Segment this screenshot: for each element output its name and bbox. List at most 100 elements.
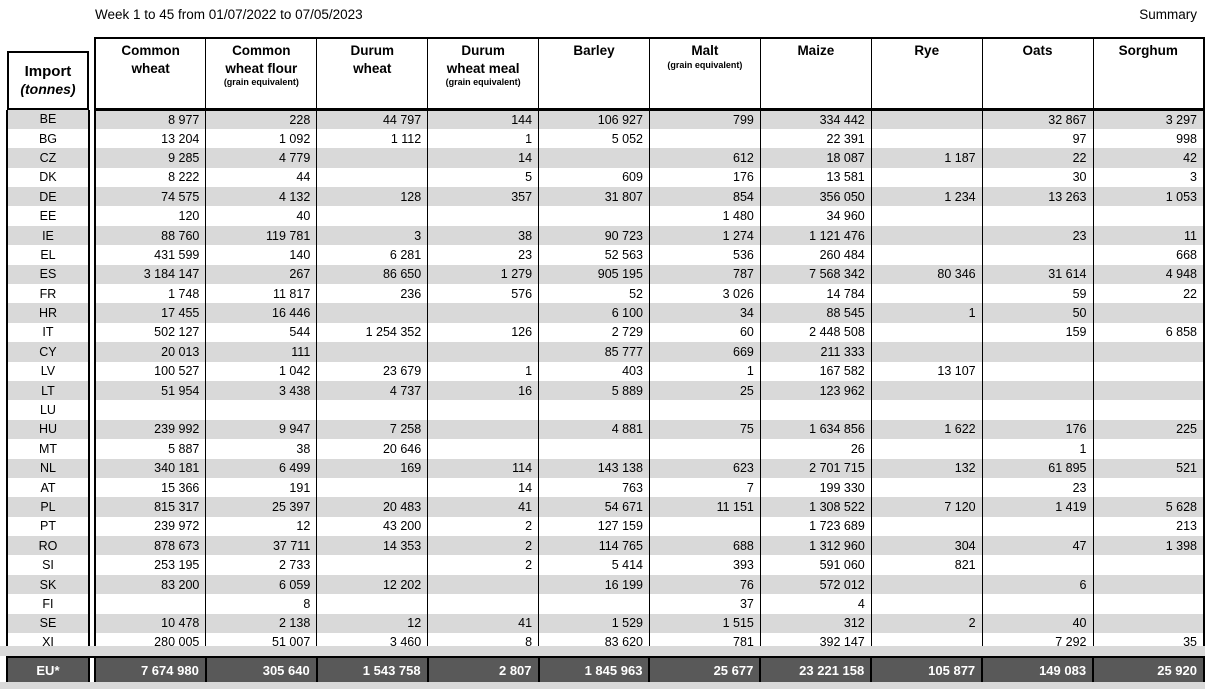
- table-row: SE 10 478 2 138 12 41 1 529 1 515 312 2 40: [6, 613, 1205, 634]
- value-cell: [981, 361, 1094, 381]
- row-gap: [88, 380, 95, 401]
- table-row: AT 15 366 191 14 763 7 199 330 23: [6, 477, 1205, 498]
- value-cell: 26: [759, 439, 872, 459]
- value-cell: 16 199: [538, 574, 650, 595]
- country-code: HR: [6, 303, 90, 323]
- import-title: Import: [24, 63, 72, 81]
- value-cell: 83 200: [93, 574, 207, 595]
- value-cell: 76: [648, 574, 761, 595]
- value-cell: [1092, 555, 1205, 575]
- value-cell: 2: [427, 555, 540, 575]
- value-cell: 9 947: [205, 419, 318, 440]
- value-cell: 1 748: [93, 284, 207, 304]
- value-cell: 1 308 522: [759, 497, 872, 517]
- column-label: Rye: [914, 43, 940, 58]
- row-gap: [88, 419, 95, 440]
- value-cell: 2: [870, 613, 983, 634]
- value-cell: [870, 594, 983, 614]
- value-cell: 4 132: [205, 187, 318, 207]
- value-cell: 1 187: [870, 148, 983, 168]
- value-cell: 787: [648, 264, 761, 285]
- country-code: FR: [6, 284, 90, 304]
- row-gap: [88, 361, 95, 381]
- value-cell: 267: [205, 264, 318, 285]
- table-row: FI 8 37 4: [6, 594, 1205, 614]
- value-cell: 23: [427, 245, 540, 265]
- value-cell: 40: [981, 613, 1094, 634]
- value-cell: [870, 167, 983, 188]
- value-cell: [981, 594, 1094, 614]
- value-cell: 854: [648, 187, 761, 207]
- value-cell: 16: [427, 380, 540, 401]
- column-note: (grain equivalent): [667, 59, 743, 70]
- value-cell: 47: [981, 536, 1094, 556]
- value-cell: 2 733: [205, 555, 318, 575]
- country-code: ES: [6, 264, 90, 285]
- value-cell: [316, 303, 429, 323]
- value-cell: 41: [427, 497, 540, 517]
- value-cell: 1: [870, 303, 983, 323]
- column-header: Maize: [759, 37, 872, 111]
- value-cell: 7 120: [870, 497, 983, 517]
- value-cell: 106 927: [538, 109, 650, 129]
- value-cell: 878 673: [93, 536, 207, 556]
- value-cell: 22: [981, 148, 1094, 168]
- value-cell: [316, 342, 429, 362]
- value-cell: 13 263: [981, 187, 1094, 207]
- value-cell: 544: [205, 322, 318, 343]
- value-cell: 20 483: [316, 497, 429, 517]
- column-note: (grain equivalent): [445, 77, 521, 88]
- value-cell: 356 050: [759, 187, 872, 207]
- value-cell: [205, 400, 318, 420]
- value-cell: 111: [205, 342, 318, 362]
- value-cell: [427, 419, 540, 440]
- value-cell: 357: [427, 187, 540, 207]
- import-tonnes-box: Import (tonnes): [7, 50, 89, 110]
- value-cell: 20 646: [316, 439, 429, 459]
- value-cell: 6 100: [538, 303, 650, 323]
- value-cell: [316, 477, 429, 498]
- country-code: IT: [6, 322, 90, 343]
- value-cell: 6 858: [1092, 322, 1205, 343]
- value-cell: 1: [427, 361, 540, 381]
- value-cell: 1: [648, 361, 761, 381]
- table-row: LU: [6, 400, 1205, 420]
- value-cell: [981, 400, 1094, 420]
- value-cell: 2 138: [205, 613, 318, 634]
- table-row: PL 815 317 25 397 20 483 41 54 671 11 151 1 308…: [6, 497, 1205, 517]
- value-cell: 44: [205, 167, 318, 188]
- country-code: BE: [6, 109, 90, 129]
- value-cell: [981, 516, 1094, 537]
- value-cell: 393: [648, 555, 761, 575]
- value-cell: 253 195: [93, 555, 207, 575]
- column-label: Sorghum: [1118, 43, 1178, 58]
- value-cell: 312: [759, 613, 872, 634]
- country-code: CZ: [6, 148, 90, 168]
- value-cell: [870, 284, 983, 304]
- value-cell: 80 346: [870, 264, 983, 285]
- value-cell: [538, 148, 650, 168]
- column-header: Durum wheat meal (grain equivalent): [427, 37, 540, 111]
- table-row: ES 3 184 147 267 86 650 1 279 905 195 787 7 568…: [6, 264, 1205, 285]
- value-cell: 821: [870, 555, 983, 575]
- column-header: Oats: [981, 37, 1094, 111]
- value-cell: 42: [1092, 148, 1205, 168]
- column-header: Common wheat: [93, 37, 207, 111]
- column-label: Durum wheat: [350, 43, 394, 76]
- country-code: MT: [6, 439, 90, 459]
- value-cell: 11 817: [205, 284, 318, 304]
- value-cell: [648, 516, 761, 537]
- total-value-cell: 25 920: [1092, 656, 1205, 684]
- value-cell: 5 414: [538, 555, 650, 575]
- value-cell: 1 234: [870, 187, 983, 207]
- country-code: LT: [6, 380, 90, 401]
- total-value-cell: 305 640: [204, 656, 318, 684]
- value-cell: 31 807: [538, 187, 650, 207]
- value-cell: 5 628: [1092, 497, 1205, 517]
- value-cell: 167 582: [759, 361, 872, 381]
- value-cell: 521: [1092, 458, 1205, 478]
- country-code: SK: [6, 574, 90, 595]
- value-cell: 3: [1092, 167, 1205, 188]
- table-row: CY 20 013 111 85 777 669 211 333: [6, 342, 1205, 362]
- value-cell: 612: [648, 148, 761, 168]
